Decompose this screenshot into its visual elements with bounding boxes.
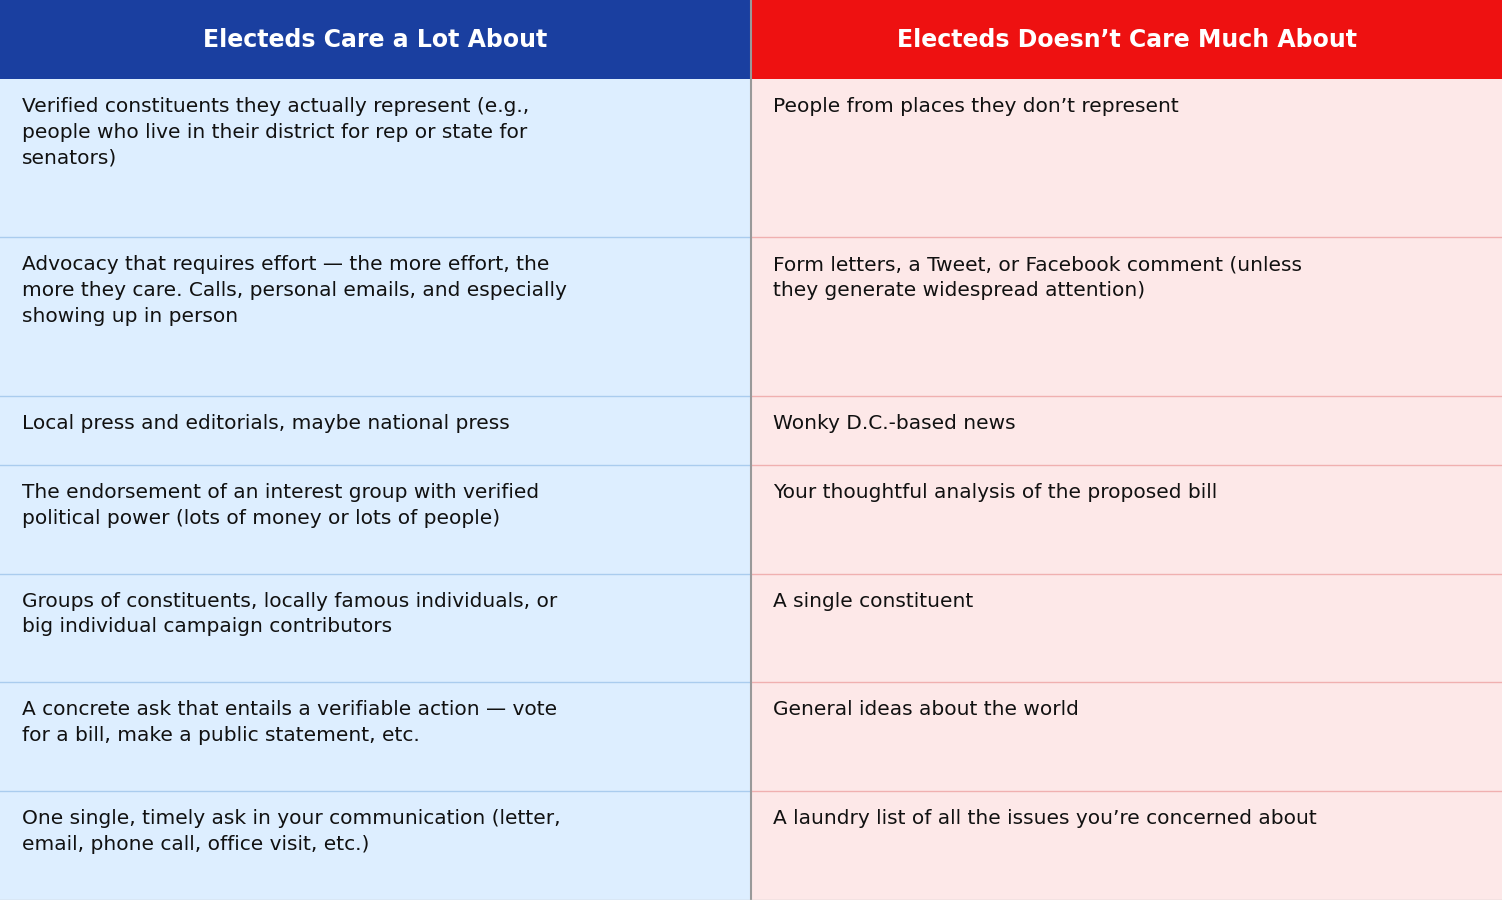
Text: General ideas about the world: General ideas about the world bbox=[774, 700, 1078, 719]
Text: People from places they don’t represent: People from places they don’t represent bbox=[774, 97, 1179, 116]
Bar bbox=[751, 682, 1502, 791]
Bar bbox=[0, 465, 751, 573]
Text: One single, timely ask in your communication (letter,
email, phone call, office : One single, timely ask in your communica… bbox=[23, 809, 560, 854]
Bar bbox=[0, 682, 751, 791]
Bar bbox=[751, 791, 1502, 900]
Bar bbox=[751, 573, 1502, 682]
Text: Form letters, a Tweet, or Facebook comment (unless
they generate widespread atte: Form letters, a Tweet, or Facebook comme… bbox=[774, 256, 1302, 301]
Text: Your thoughtful analysis of the proposed bill: Your thoughtful analysis of the proposed… bbox=[774, 483, 1217, 502]
Bar bbox=[0, 238, 751, 396]
Bar bbox=[751, 0, 1502, 79]
Text: Advocacy that requires effort — the more effort, the
more they care. Calls, pers: Advocacy that requires effort — the more… bbox=[23, 256, 566, 326]
Text: Groups of constituents, locally famous individuals, or
big individual campaign c: Groups of constituents, locally famous i… bbox=[23, 591, 557, 636]
Bar bbox=[751, 465, 1502, 573]
Text: Electeds Care a Lot About: Electeds Care a Lot About bbox=[203, 28, 548, 51]
Text: The endorsement of an interest group with verified
political power (lots of mone: The endorsement of an interest group wit… bbox=[23, 483, 539, 527]
Bar bbox=[751, 238, 1502, 396]
Text: A laundry list of all the issues you’re concerned about: A laundry list of all the issues you’re … bbox=[774, 809, 1317, 828]
Text: Verified constituents they actually represent (e.g.,
people who live in their di: Verified constituents they actually repr… bbox=[23, 97, 529, 167]
Bar bbox=[0, 79, 751, 238]
Bar bbox=[751, 396, 1502, 465]
Text: Local press and editorials, maybe national press: Local press and editorials, maybe nation… bbox=[23, 414, 509, 433]
Text: Electeds Doesn’t Care Much About: Electeds Doesn’t Care Much About bbox=[897, 28, 1356, 51]
Bar bbox=[751, 79, 1502, 238]
Bar bbox=[0, 396, 751, 465]
Text: A single constituent: A single constituent bbox=[774, 591, 973, 611]
Bar bbox=[0, 573, 751, 682]
Text: A concrete ask that entails a verifiable action — vote
for a bill, make a public: A concrete ask that entails a verifiable… bbox=[23, 700, 557, 745]
Text: Wonky D.C.-based news: Wonky D.C.-based news bbox=[774, 414, 1015, 433]
Bar bbox=[0, 791, 751, 900]
Bar bbox=[0, 0, 751, 79]
